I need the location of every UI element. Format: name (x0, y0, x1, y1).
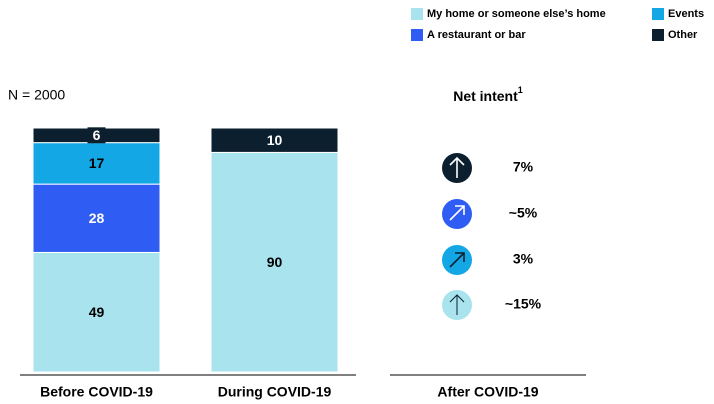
footnote-mark: 1 (518, 85, 523, 95)
intent-label: ~15% (505, 296, 542, 312)
bar-segment (32, 251, 161, 373)
arrow-up-right (449, 205, 465, 221)
legend-swatch (652, 8, 664, 20)
legend-label: Other (668, 29, 698, 41)
legend-swatch (411, 8, 423, 20)
bar-segment (32, 142, 161, 185)
net-intent-title: Net intent1 (453, 85, 523, 103)
column-label: After COVID-19 (437, 384, 538, 400)
value-label: 90 (267, 254, 283, 270)
value-label: 49 (89, 304, 105, 320)
intent-label: 7% (513, 159, 534, 175)
category-label: Before COVID-19 (40, 384, 153, 400)
legend-label: Events (668, 8, 704, 20)
category-label: During COVID-19 (218, 384, 332, 400)
intent-label: 3% (513, 251, 534, 267)
value-label: 17 (89, 155, 105, 171)
legend-label: A restaurant or bar (427, 29, 526, 41)
value-label: 28 (89, 210, 105, 226)
bar-segment (32, 183, 161, 253)
arrow-up (449, 156, 465, 178)
arrow-up (449, 294, 465, 315)
bar-segment (210, 127, 339, 153)
net-intent-title-text: Net intent (453, 88, 518, 104)
legend-label: My home or someone else’s home (427, 8, 606, 20)
value-label: 6 (93, 127, 101, 143)
value-label: 10 (267, 132, 283, 148)
sample-size: N = 2000 (8, 87, 65, 103)
intent-label: ~5% (509, 205, 538, 221)
arrows (449, 156, 465, 315)
label-bg (87, 127, 106, 144)
legend-swatch (411, 29, 423, 41)
legend-swatch (652, 29, 664, 41)
arrow-up-right (449, 252, 465, 268)
bar-segment (210, 151, 339, 373)
